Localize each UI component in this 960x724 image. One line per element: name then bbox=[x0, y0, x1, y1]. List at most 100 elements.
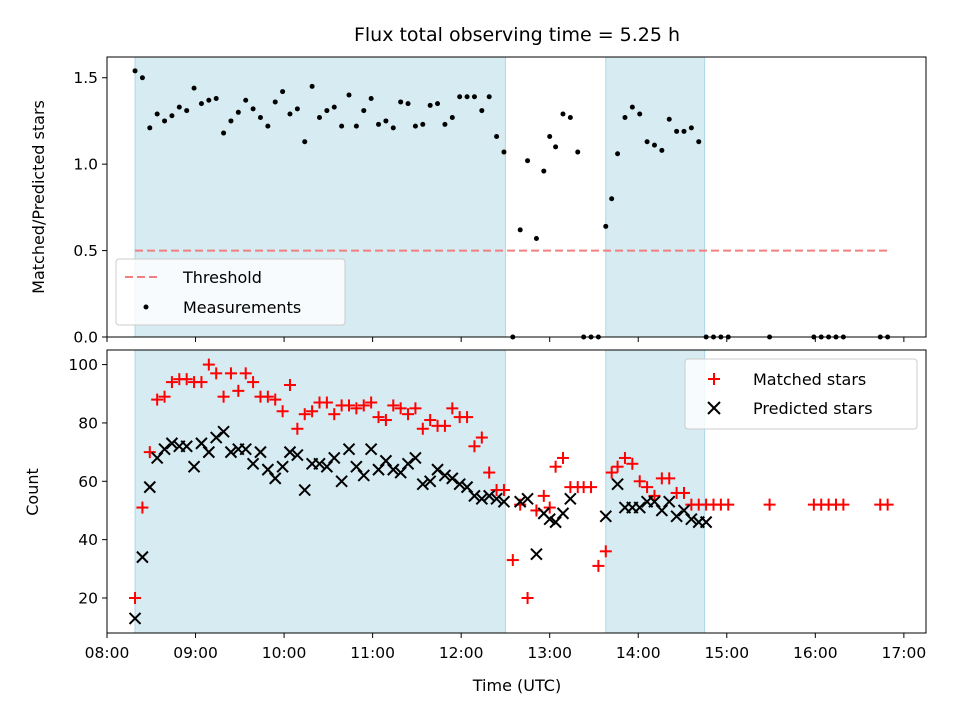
predicted-stars-point bbox=[209, 431, 223, 444]
y-tick-label: 80 bbox=[78, 414, 98, 432]
matched-stars-point bbox=[165, 376, 178, 389]
x-tick-label: 16:00 bbox=[793, 644, 838, 662]
y-tick-label: 0.5 bbox=[73, 242, 98, 260]
measurements-point bbox=[525, 158, 531, 164]
measurements-point bbox=[169, 113, 175, 119]
measurements-point bbox=[494, 134, 500, 140]
top-panel: 0.0 0.5 1.0 1.5 Matched/Predicted stars Thr… bbox=[29, 56, 927, 347]
matched-stars-point bbox=[648, 489, 661, 502]
measurements-point bbox=[603, 223, 609, 229]
measurements-point bbox=[272, 99, 278, 105]
matched-stars-point bbox=[350, 402, 363, 415]
matched-stars-point bbox=[461, 411, 474, 424]
matched-stars-point bbox=[599, 545, 612, 558]
threshold-legend-label: Threshold bbox=[182, 268, 262, 287]
top-series bbox=[132, 68, 891, 340]
measurements-point bbox=[547, 134, 553, 140]
y-tick-label: 40 bbox=[78, 531, 98, 549]
measurements-point bbox=[560, 111, 566, 117]
top-legend-box bbox=[115, 258, 346, 326]
bottom-series bbox=[128, 358, 894, 625]
x-tick-label: 09:00 bbox=[173, 644, 218, 662]
predicted-stars-point bbox=[409, 451, 422, 465]
matched-stars-point bbox=[320, 396, 333, 409]
measurements-point bbox=[666, 116, 672, 122]
matched-stars-point bbox=[677, 486, 690, 499]
matched-stars-point bbox=[722, 498, 735, 511]
measurements-point bbox=[622, 114, 628, 120]
measurements-point bbox=[353, 123, 359, 129]
predicted-stars-point bbox=[298, 483, 311, 497]
measurements-point bbox=[553, 144, 559, 150]
measurements-point bbox=[228, 118, 234, 124]
y-tick-label: 1.5 bbox=[73, 69, 98, 87]
x-tick-label: 10:00 bbox=[262, 644, 307, 662]
predicted-stars-point bbox=[224, 445, 238, 459]
measurements-point bbox=[162, 118, 168, 124]
measurements-legend-label: Measurements bbox=[183, 298, 301, 317]
predicted-stars-point bbox=[165, 437, 179, 450]
matched-stars-point bbox=[763, 498, 776, 511]
measurements-point bbox=[501, 149, 507, 155]
measurements-point bbox=[280, 89, 286, 95]
measurements-point bbox=[517, 227, 523, 233]
predicted-stars-point bbox=[364, 442, 378, 456]
measurements-point bbox=[541, 168, 547, 174]
observing-window-1 bbox=[134, 349, 506, 634]
bottom-legend-box bbox=[684, 358, 918, 430]
matched-stars-point bbox=[276, 405, 289, 418]
matched-stars-point bbox=[136, 501, 149, 514]
measurements-point bbox=[265, 123, 271, 129]
bottom-shaded-regions bbox=[134, 349, 706, 634]
measurements-point bbox=[688, 125, 694, 131]
top-axes-frame bbox=[106, 56, 927, 338]
matched-stars-point bbox=[129, 591, 142, 604]
measurements-point bbox=[287, 111, 293, 117]
predicted-stars-point bbox=[521, 492, 534, 506]
y-tick-label: 100 bbox=[68, 356, 98, 374]
bottom-y-ticks: 20 40 60 80 100 bbox=[68, 356, 107, 607]
measurements-point bbox=[191, 85, 197, 91]
measurements-point bbox=[609, 196, 615, 202]
matched-stars-point bbox=[409, 402, 422, 415]
x-tick-label: 15:00 bbox=[704, 644, 749, 662]
matched-stars-point bbox=[475, 431, 488, 444]
measurements-point bbox=[405, 101, 411, 107]
measurements-point bbox=[257, 114, 263, 120]
predicted-stars-point bbox=[685, 513, 698, 526]
measurements-point bbox=[651, 142, 657, 148]
measurements-point bbox=[235, 109, 241, 115]
predicted-stars-point bbox=[497, 495, 511, 508]
matched-stars-point bbox=[365, 396, 378, 409]
matched-legend-swatch bbox=[708, 373, 720, 385]
matched-stars-point bbox=[298, 408, 311, 421]
measurements-point bbox=[390, 125, 396, 131]
predicted-stars-point bbox=[387, 463, 400, 476]
measurements-point bbox=[184, 108, 190, 114]
predicted-stars-point bbox=[357, 469, 370, 482]
measurements-point bbox=[309, 83, 315, 89]
predicted-stars-point bbox=[342, 442, 356, 456]
predicted-stars-point bbox=[335, 475, 348, 488]
top-y-axis-label: Matched/Predicted stars bbox=[29, 100, 48, 294]
measurements-point bbox=[346, 92, 352, 98]
predicted-stars-point bbox=[670, 510, 683, 523]
x-tick-label: 14:00 bbox=[616, 644, 661, 662]
predicted-stars-point bbox=[699, 515, 713, 529]
matched-stars-point bbox=[556, 451, 569, 464]
measurements-point bbox=[464, 94, 470, 100]
matched-stars-point bbox=[483, 466, 496, 479]
matched-legend-label: Matched stars bbox=[753, 370, 866, 389]
matched-stars-point bbox=[379, 414, 392, 427]
matched-stars-point bbox=[232, 384, 245, 397]
predicted-stars-point bbox=[187, 460, 201, 473]
predicted-stars-point bbox=[490, 492, 503, 506]
predicted-stars-point bbox=[530, 548, 543, 561]
matched-stars-point bbox=[641, 481, 654, 494]
measurements-point bbox=[213, 95, 219, 101]
measurements-point bbox=[132, 68, 138, 74]
predicted-stars-point bbox=[276, 460, 289, 473]
bottom-y-axis-label: Count bbox=[23, 468, 42, 516]
predicted-stars-point bbox=[158, 442, 171, 456]
measurements-point bbox=[644, 139, 650, 145]
